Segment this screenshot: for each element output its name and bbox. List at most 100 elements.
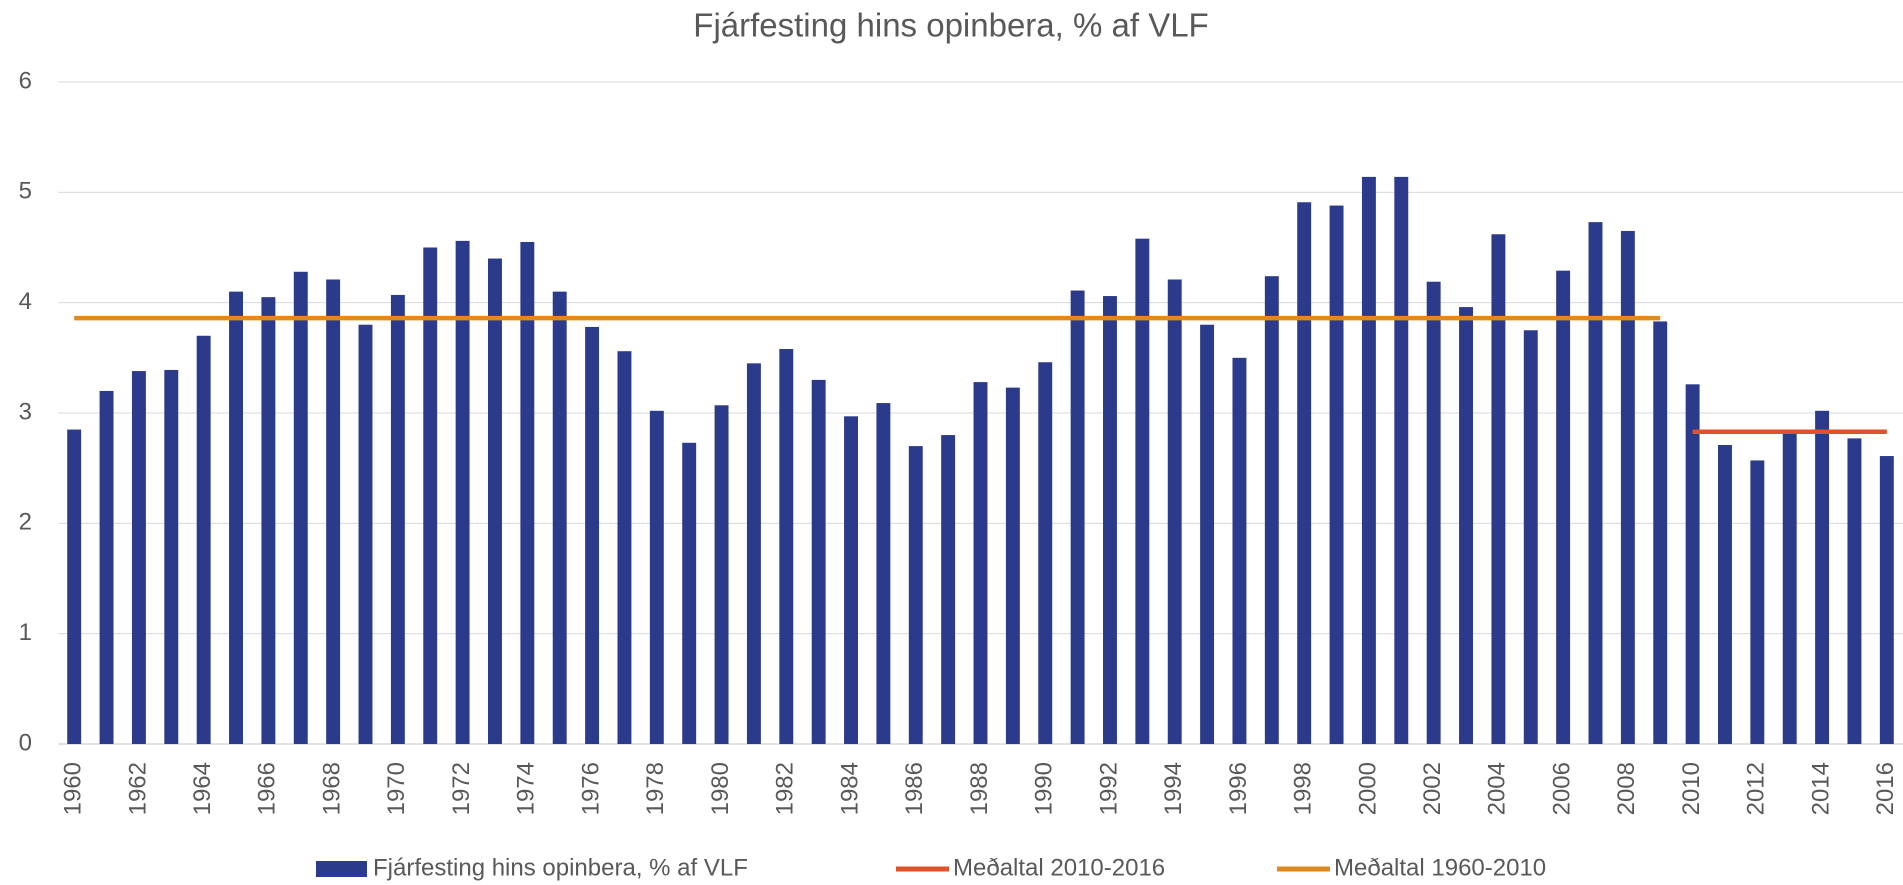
- x-tick-label: 1970: [383, 762, 410, 815]
- x-tick-label: 2012: [1743, 762, 1770, 815]
- bar: [876, 403, 891, 744]
- y-tick-label: 6: [19, 67, 32, 94]
- bar: [1815, 410, 1830, 744]
- bar: [1685, 384, 1700, 744]
- bar: [196, 335, 211, 744]
- bar: [714, 405, 729, 744]
- bar: [941, 435, 956, 744]
- bar: [99, 390, 114, 744]
- bar: [1038, 362, 1053, 744]
- bar: [1556, 270, 1571, 744]
- bar: [1005, 387, 1020, 744]
- x-tick-label: 1982: [772, 762, 799, 815]
- x-tick-label: 1974: [513, 762, 540, 815]
- bar: [1782, 432, 1797, 744]
- bar: [1620, 230, 1635, 744]
- bar: [844, 416, 858, 744]
- bar: [1200, 324, 1215, 744]
- bar: [1070, 290, 1085, 744]
- bar: [1167, 279, 1182, 744]
- bar: [811, 379, 826, 744]
- x-tick-label: 1990: [1031, 762, 1058, 815]
- x-tick-label: 1966: [254, 762, 281, 815]
- x-tick-label: 2006: [1548, 762, 1575, 815]
- y-tick-label: 1: [19, 619, 32, 646]
- bar: [1232, 357, 1247, 744]
- bar: [1103, 296, 1117, 744]
- x-tick-label: 1986: [901, 762, 928, 815]
- bar: [746, 363, 761, 744]
- bar: [1879, 456, 1894, 744]
- chart-title: Fjárfesting hins opinbera, % af VLF: [693, 7, 1208, 44]
- bar: [67, 429, 82, 744]
- legend-swatch: [316, 861, 367, 877]
- bar: [617, 351, 632, 744]
- x-tick-label: 1964: [189, 762, 216, 815]
- y-tick-label: 0: [19, 729, 32, 756]
- x-tick-label: 2002: [1419, 762, 1446, 815]
- bar: [908, 446, 923, 744]
- legend-label: Meðaltal 2010-2016: [953, 854, 1165, 881]
- bar: [1847, 438, 1862, 744]
- bar: [1750, 460, 1765, 744]
- x-tick-label: 1994: [1160, 762, 1187, 815]
- x-tick-label: 2004: [1484, 762, 1511, 815]
- bar: [1491, 234, 1506, 744]
- x-tick-label: 1972: [448, 762, 475, 815]
- bar: [779, 349, 794, 744]
- y-tick-label: 3: [19, 398, 32, 425]
- bar: [973, 382, 988, 744]
- x-tick-label: 1978: [642, 762, 669, 815]
- bar: [585, 326, 600, 744]
- bar: [1459, 307, 1473, 744]
- bar: [164, 369, 179, 744]
- legend-label: Meðaltal 1960-2010: [1334, 854, 1546, 881]
- x-tick-label: 1992: [1095, 762, 1122, 815]
- bar: [1329, 205, 1344, 744]
- bar: [390, 294, 405, 744]
- bar: [1264, 276, 1279, 744]
- x-tick-label: 1996: [1225, 762, 1252, 815]
- bar: [682, 442, 697, 744]
- bar: [1394, 176, 1409, 745]
- x-tick-label: 1998: [1290, 762, 1317, 815]
- bar: [261, 297, 276, 744]
- bar: [552, 291, 567, 744]
- x-tick-label: 1968: [318, 762, 345, 815]
- x-tick-label: 1980: [707, 762, 734, 815]
- x-tick-label: 2016: [1872, 762, 1899, 815]
- bar: [649, 410, 664, 744]
- bar: [1297, 202, 1312, 745]
- bar: [358, 324, 373, 744]
- bar: [1523, 330, 1538, 744]
- y-tick-label: 5: [19, 178, 32, 205]
- bar: [1718, 444, 1732, 744]
- x-tick-label: 1976: [577, 762, 604, 815]
- bar: [1653, 321, 1668, 744]
- x-tick-label: 1960: [60, 762, 87, 815]
- bar: [1588, 222, 1603, 744]
- bar: [326, 279, 341, 744]
- bar: [1135, 238, 1150, 744]
- bar: [423, 247, 438, 744]
- x-tick-label: 1988: [966, 762, 993, 815]
- bar: [1361, 176, 1376, 745]
- x-tick-label: 1962: [124, 762, 151, 815]
- x-tick-label: 1984: [836, 762, 863, 815]
- bar: [131, 371, 146, 744]
- bar: [455, 240, 470, 744]
- x-tick-label: 2010: [1678, 762, 1705, 815]
- bar: [293, 271, 308, 744]
- y-tick-label: 2: [19, 509, 32, 536]
- bar: [488, 258, 502, 744]
- x-tick-label: 2014: [1807, 762, 1834, 815]
- y-tick-label: 4: [19, 288, 32, 315]
- bar: [229, 291, 243, 744]
- x-tick-label: 2000: [1354, 762, 1381, 815]
- legend-label: Fjárfesting hins opinbera, % af VLF: [373, 854, 748, 881]
- bar: [520, 241, 535, 744]
- x-tick-label: 2008: [1613, 762, 1640, 815]
- bar: [1426, 281, 1441, 744]
